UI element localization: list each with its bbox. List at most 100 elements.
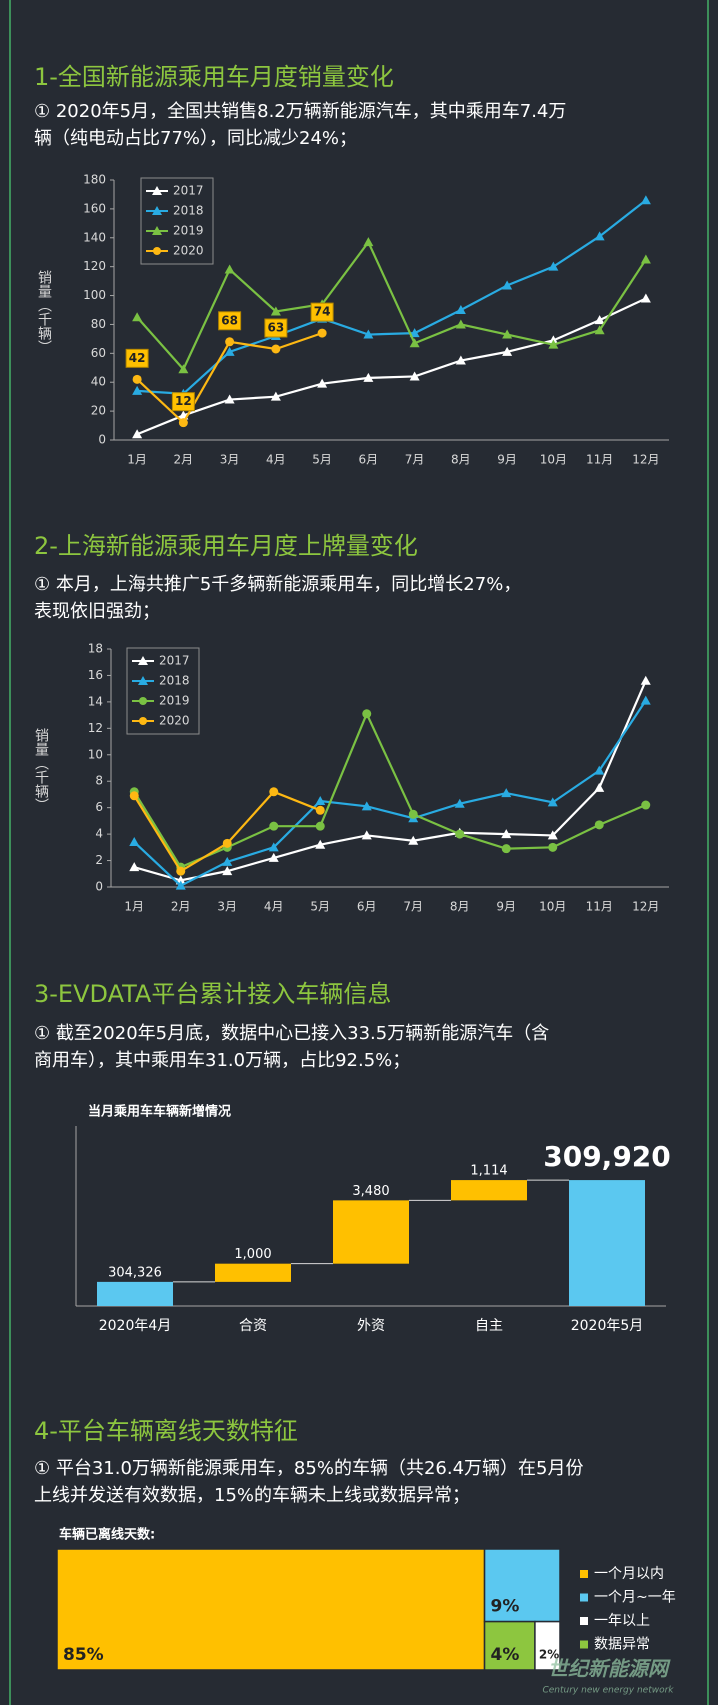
legend-marker <box>152 206 162 215</box>
watermark-sub: Century new energy network <box>542 1686 674 1696</box>
y-tick-label: 180 <box>83 173 106 187</box>
point <box>455 319 466 329</box>
legend-label: 2020 <box>173 244 204 258</box>
data-label-box <box>171 392 195 412</box>
point <box>176 866 186 876</box>
x-tick-label: 4月 <box>264 900 284 914</box>
point <box>222 838 232 848</box>
point <box>641 800 651 810</box>
bar <box>333 1200 409 1264</box>
point <box>548 842 558 852</box>
point <box>454 798 465 808</box>
point <box>501 844 511 854</box>
watermark: 世纪新能源网 <box>548 1657 671 1681</box>
legend-marker <box>138 676 148 685</box>
point <box>315 805 325 815</box>
section-title: 4-平台车辆离线天数特征 <box>34 1417 298 1445</box>
y-tick-label: 120 <box>83 259 106 273</box>
x-tick-label: 3月 <box>220 453 240 467</box>
chart-title: 车辆已离线天数: <box>59 1527 155 1543</box>
x-tick-label: 8月 <box>451 453 471 467</box>
legend-marker <box>152 186 162 195</box>
y-tick-label: 8 <box>95 774 103 788</box>
x-tick-label: 2020年5月 <box>571 1318 644 1334</box>
point <box>224 264 235 274</box>
legend-swatch <box>580 1640 588 1649</box>
point <box>178 364 189 374</box>
data-label: 74 <box>314 305 331 319</box>
bar <box>215 1263 291 1282</box>
legend-label: 2019 <box>173 224 204 238</box>
section-text: ① 平台31.0万辆新能源乘用车，85%的车辆（共26.4万辆）在5月份 <box>34 1458 583 1479</box>
x-tick-label: 合资 <box>239 1318 267 1334</box>
y-tick-label: 100 <box>83 288 106 302</box>
data-label: 304,326 <box>108 1265 162 1280</box>
point <box>640 254 651 264</box>
point <box>132 385 143 395</box>
point <box>547 797 558 807</box>
point <box>640 675 651 685</box>
point <box>363 372 374 382</box>
data-label: 42 <box>129 351 146 365</box>
legend-label: 一个月~一年 <box>594 1590 676 1606</box>
point <box>315 839 326 849</box>
legend-swatch <box>580 1593 588 1602</box>
treemap-cell <box>483 1620 536 1671</box>
point <box>129 837 140 847</box>
series-line <box>133 711 647 869</box>
data-label: 63 <box>268 321 285 335</box>
bar <box>569 1180 645 1306</box>
point <box>268 852 279 862</box>
x-tick-label: 7月 <box>405 453 425 467</box>
point <box>594 782 605 792</box>
y-tick-label: 0 <box>98 433 106 447</box>
x-tick-label: 5月 <box>310 900 330 914</box>
legend-label: 2018 <box>159 674 190 688</box>
series-line <box>133 699 647 888</box>
y-tick-label: 18 <box>88 642 103 656</box>
x-tick-label: 1月 <box>124 900 144 914</box>
x-tick-label: 11月 <box>586 453 613 467</box>
x-tick-label: 10月 <box>540 453 567 467</box>
point <box>269 821 279 831</box>
x-tick-label: 3月 <box>217 900 237 914</box>
point <box>594 231 605 241</box>
legend-label: 2017 <box>173 184 204 198</box>
legend-label: 一个月以内 <box>594 1566 664 1582</box>
point <box>594 315 605 325</box>
y-tick-label: 16 <box>88 668 103 682</box>
point <box>224 346 235 356</box>
series-line <box>133 680 647 882</box>
point <box>317 378 328 388</box>
section-text: 表现依旧强劲； <box>34 601 160 622</box>
data-label-box <box>310 302 334 322</box>
data-label: 1,114 <box>470 1164 507 1179</box>
data-label: 68 <box>221 313 238 327</box>
point <box>270 391 281 401</box>
y-tick-label: 12 <box>88 721 103 735</box>
point <box>361 830 372 840</box>
point <box>317 328 327 338</box>
treemap-cell <box>483 1548 561 1623</box>
point <box>455 355 466 365</box>
point <box>270 306 281 316</box>
data-label-box <box>218 311 242 331</box>
chart-title: 当月乘用车车辆新增情况 <box>88 1104 231 1120</box>
section-title: 2-上海新能源乘用车月度上牌量变化 <box>34 532 418 560</box>
point <box>268 842 279 852</box>
point <box>361 801 372 811</box>
x-tick-label: 1月 <box>127 453 147 467</box>
y-tick-label: 140 <box>83 230 106 244</box>
data-label: 309,920 <box>543 1140 671 1173</box>
legend-box <box>126 647 200 735</box>
legend-label: 2018 <box>173 204 204 218</box>
data-label-box <box>125 348 149 368</box>
x-tick-label: 8月 <box>450 900 470 914</box>
series-line <box>136 297 647 436</box>
data-label: 1,000 <box>234 1247 271 1262</box>
y-tick-label: 0 <box>95 880 103 894</box>
section-title: 3-EVDATA平台累计接入车辆信息 <box>34 980 391 1008</box>
section-text: ① 截至2020年5月底，数据中心已接入33.5万辆新能源汽车（含 <box>34 1023 549 1044</box>
legend-label: 2019 <box>159 694 190 708</box>
